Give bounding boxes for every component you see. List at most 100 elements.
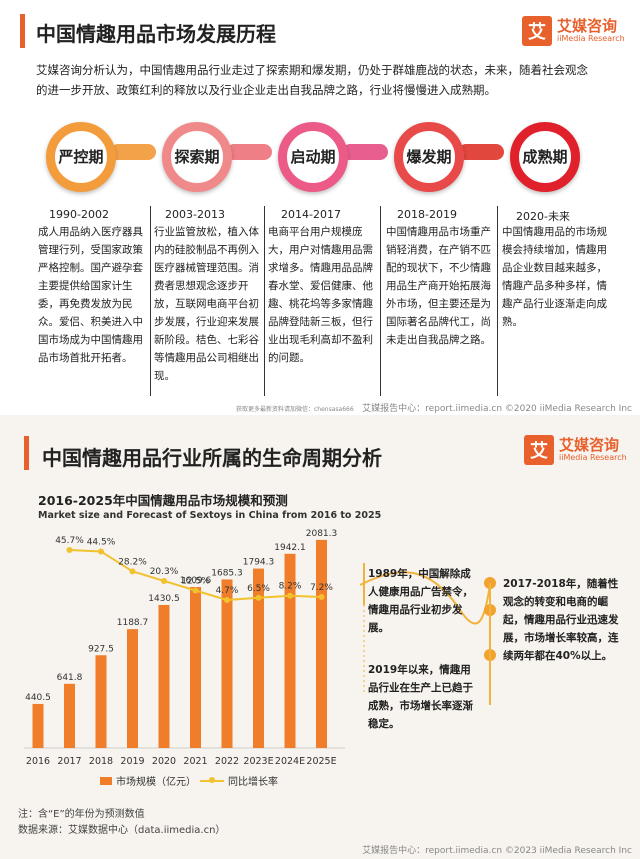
stage-4: 爆发期 [388, 118, 504, 194]
logo-name: 艾媒咨询 [559, 436, 620, 454]
bar-2023E [253, 568, 264, 748]
growth-value-label: 28.2% [118, 557, 147, 567]
x-tick-label: 2023E [243, 756, 273, 767]
stage-label: 启动期 [290, 148, 336, 166]
bar-2017 [64, 683, 75, 748]
divider [264, 206, 265, 396]
growth-point-2019 [129, 568, 136, 575]
growth-value-label: 8.2% [279, 582, 302, 592]
source-note: 获取更多最新资料请加微信：chensasa666 [236, 406, 354, 413]
stage-year: 2014-2017 [281, 208, 341, 221]
logo-name: 艾媒咨询 [557, 17, 618, 35]
stage-label: 探索期 [174, 148, 220, 166]
x-tick-label: 2019 [120, 756, 144, 767]
growth-point-2022 [224, 597, 230, 603]
x-tick-label: 2018 [89, 756, 113, 767]
growth-value-label: 4.7% [216, 586, 239, 596]
logo-mark-icon: 艾 [524, 435, 554, 465]
legend-bar-swatch [100, 776, 112, 785]
growth-point-2024E [287, 592, 293, 599]
stage-description: 中国情趣用品的市场规模会持续增加，情趣用品企业数目越来越多，情趣产品多种多样，情… [502, 226, 607, 328]
lifecycle-panel: 中国情趣用品行业所属的生命周期分析 艾 艾媒咨询 iiMedia Researc… [0, 415, 640, 859]
bar-value-label: 1685.3 [211, 568, 243, 578]
divider [150, 206, 151, 396]
stage-timeline: 严控期 探索期 启动期 爆发期 成熟期 [0, 118, 640, 198]
title-accent-bar [20, 14, 25, 48]
stage-connector [110, 144, 156, 160]
bar-value-label: 1942.1 [274, 543, 306, 553]
legend-line-swatch [200, 776, 224, 783]
bar-2025E [316, 539, 327, 748]
bar-2022 [221, 579, 233, 748]
bar-value-label: 1188.7 [117, 618, 149, 628]
logo-mark-icon: 艾 [522, 16, 552, 46]
bar-2020 [158, 604, 170, 748]
x-tick-label: 2016 [26, 756, 50, 767]
stage-ring [510, 122, 580, 192]
stage-connector [226, 144, 272, 160]
growth-point-2020 [161, 577, 167, 584]
legend-line-label: 同比增长率 [228, 777, 278, 788]
legend-bar: 市场规模（亿元） [100, 773, 196, 788]
stage-connector [342, 144, 388, 160]
bar-2019 [127, 629, 138, 748]
stage-3: 启动期 [272, 118, 388, 194]
stage-2: 探索期 [156, 118, 272, 194]
growth-value-label: 12.5% [181, 576, 210, 586]
stage-5: 成熟期 [504, 118, 588, 194]
logo-en: iiMedia Research [559, 453, 627, 462]
growth-point-2017 [66, 547, 73, 553]
stage-year: 2018-2019 [397, 208, 457, 221]
market-size-chart: 440.5641.8927.51188.71430.51609.61685.31… [24, 529, 496, 767]
divider [380, 206, 381, 396]
chart-title: 2016-2025年中国情趣用品市场规模和预测 [38, 493, 288, 508]
panel-title: 中国情趣用品行业所属的生命周期分析 [42, 446, 382, 470]
stage-year: 1990-2002 [49, 208, 109, 221]
growth-value-label: 6.5% [247, 584, 270, 594]
growth-point-2018 [98, 548, 104, 555]
stage-ring [162, 122, 232, 192]
x-tick-label: 2022 [215, 756, 239, 767]
bar-2024E [284, 553, 296, 748]
bar-value-label: 1609.6 [180, 576, 212, 586]
bar-value-label: 440.5 [25, 693, 51, 703]
divider [497, 206, 498, 396]
bar-value-label: 641.8 [57, 673, 83, 683]
growth-point-2021 [192, 587, 199, 594]
stage-description: 成人用品纳入医疗器具管理行列，受国家政策严格控制。国产避孕套主要提供给国家计生委… [38, 226, 143, 364]
lifecycle-note-1989: 1989年，中国解除成人健康用品广告禁令，情趣用品行业初步发展。 [368, 568, 473, 634]
lifecycle-curve [359, 563, 496, 705]
report-footer: 艾媒报告中心：report.iimedia.cn ©2020 iiMedia R… [362, 404, 632, 414]
lifecycle-note-2019: 2019年以来，情趣用品行业在生产上已趋于成熟，市场增长率逐渐稳定。 [368, 664, 473, 730]
stage-label: 严控期 [58, 148, 104, 166]
bar-value-label: 1430.5 [148, 594, 180, 604]
growth-point-2025E [318, 593, 325, 600]
growth-value-label: 20.3% [150, 567, 179, 577]
logo-en: iiMedia Research [557, 34, 625, 43]
bar-2021 [190, 587, 201, 748]
stage-label: 成熟期 [522, 148, 568, 166]
x-tick-label: 2020 [152, 756, 176, 767]
iimedia-logo: 艾 艾媒咨询 iiMedia Research [522, 16, 625, 46]
stage-description: 电商平台用户规模庞大，用户对情趣用品需求增多。情趣用品品牌春水堂、爱侣健康、他趣… [268, 226, 373, 364]
growth-value-label: 44.5% [87, 537, 116, 547]
x-tick-label: 2024E [275, 756, 305, 767]
growth-value-label: 7.2% [310, 583, 333, 593]
stage-year: 2020-未来 [516, 210, 570, 223]
x-tick-label: 2025E [306, 756, 336, 767]
stage-1: 严控期 [40, 118, 156, 194]
x-tick-label: 2017 [57, 756, 81, 767]
stage-label: 爆发期 [406, 148, 452, 166]
lifecycle-note-2017: 2017-2018年，随着性观念的转变和电商的崛起，情趣用品行业迅速发展，市场增… [503, 578, 619, 662]
intro-paragraph: 艾媒咨询分析认为，中国情趣用品行业走过了探索期和爆发期，仍处于群雄鹿战的状态，未… [36, 63, 588, 97]
bar-2016 [32, 703, 44, 748]
stage-year: 2003-2013 [165, 208, 225, 221]
stage-description: 中国情趣用品市场重产销轻消费，在产销不匹配的现状下，不少情趣用品生产商开始拓展海… [386, 226, 491, 346]
bar-value-label: 2081.3 [306, 529, 338, 539]
bar-value-label: 1794.3 [243, 558, 275, 568]
legend-bar-label: 市场规模（亿元） [116, 777, 196, 788]
x-tick-label: 2021 [183, 756, 207, 767]
stage-connector [458, 144, 504, 160]
legend-line: 同比增长率 [200, 773, 278, 788]
stage-ring [394, 122, 464, 192]
